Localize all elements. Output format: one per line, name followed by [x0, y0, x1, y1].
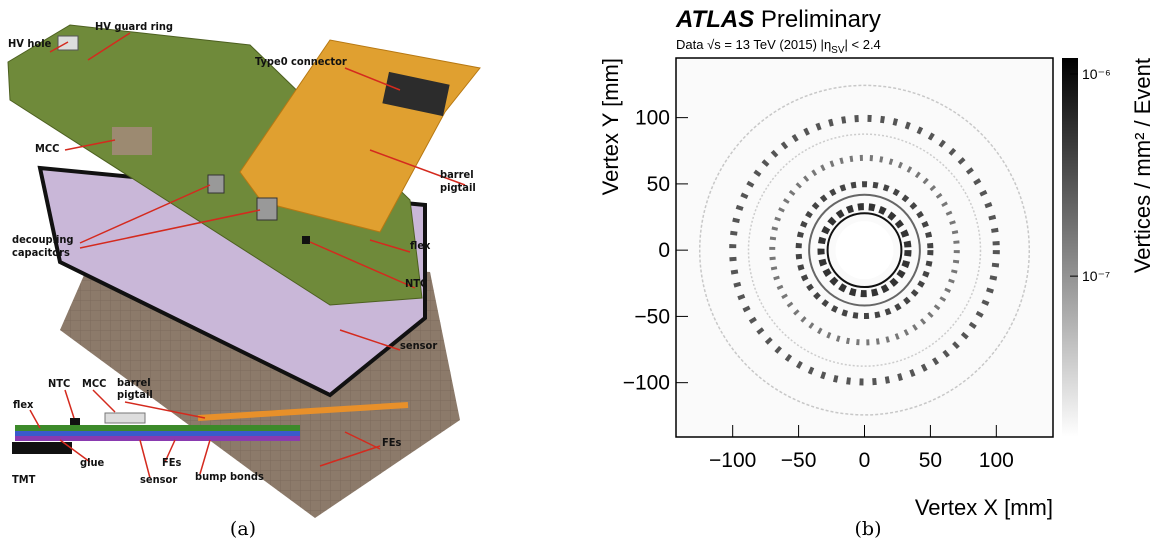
x-tick-label: −50	[781, 449, 817, 472]
cs-sensor	[15, 431, 300, 436]
label: HV hole	[8, 37, 52, 50]
y-tick-label: −100	[623, 372, 670, 395]
y-tick-label: −50	[634, 305, 670, 328]
y-tick-label: 50	[647, 173, 670, 196]
x-tick-label: −100	[709, 449, 756, 472]
x-tick-label: 0	[859, 449, 871, 472]
cs-fe	[15, 436, 300, 441]
label: MCC	[82, 377, 106, 390]
figure: HV hole HV guard ring Type0 connector MC…	[0, 0, 1155, 545]
label: capacitors	[12, 246, 70, 259]
colorbar-tick-label: 10⁻⁷	[1082, 268, 1110, 284]
label: NTC	[405, 277, 427, 290]
label: sensor	[400, 339, 437, 352]
x-axis-label: Vertex X [mm]	[915, 495, 1053, 520]
cs-flex	[15, 425, 300, 431]
cs-ntc	[70, 418, 80, 425]
label: TMT	[12, 473, 36, 486]
capacitor	[208, 175, 224, 193]
y-tick-label: 0	[658, 239, 670, 262]
cs-mcc	[105, 413, 145, 423]
label: HV guard ring	[95, 20, 173, 33]
cs-tmt	[12, 442, 72, 454]
label: sensor	[140, 473, 177, 486]
colorbar-label: Vertices / mm² / Event	[1130, 58, 1155, 273]
plot-area: −100 −50 0 50 100 −100 −50 0 50 100 10⁻⁷ 10⁻⁶	[623, 58, 1111, 472]
mcc-chip	[112, 127, 152, 155]
x-tick-label: 100	[979, 449, 1014, 472]
experiment: ATLAS	[675, 6, 754, 33]
label: flex	[13, 398, 34, 411]
caption: (b)	[855, 518, 882, 540]
capacitor	[257, 198, 277, 220]
label: FEs	[382, 436, 402, 449]
subtitle-part: Data √s = 13 TeV (2015) |η	[676, 37, 831, 52]
caption: (a)	[230, 518, 256, 540]
label: Preliminary	[761, 6, 881, 33]
subtitle-part: | < 2.4	[845, 37, 881, 52]
y-tick-label: 100	[635, 107, 670, 130]
y-axis-label: Vertex Y [mm]	[598, 58, 623, 195]
label: pigtail	[117, 388, 153, 401]
subtitle-part: SV	[831, 45, 845, 56]
hv-hole	[58, 36, 78, 50]
colorbar-tick-label: 10⁻⁶	[1082, 66, 1111, 82]
label: Type0 connector	[255, 55, 347, 68]
label: MCC	[35, 142, 59, 155]
beam-pipe-hole	[836, 221, 894, 279]
module-drawing: HV hole HV guard ring Type0 connector MC…	[8, 20, 480, 518]
chart-title: ATLAS Preliminary	[675, 6, 881, 33]
label: bump bonds	[195, 470, 264, 483]
x-tick-label: 50	[919, 449, 942, 472]
label: pigtail	[440, 181, 476, 194]
subtitle: Data √s = 13 TeV (2015) |ηSV| < 2.4	[676, 37, 881, 56]
colorbar	[1062, 58, 1078, 437]
label: barrel	[440, 168, 474, 181]
label: glue	[80, 456, 105, 469]
ntc-chip	[302, 236, 310, 244]
label: FEs	[162, 456, 182, 469]
label: decoupling	[12, 233, 74, 246]
label: NTC	[48, 377, 70, 390]
label: flex	[410, 239, 431, 252]
